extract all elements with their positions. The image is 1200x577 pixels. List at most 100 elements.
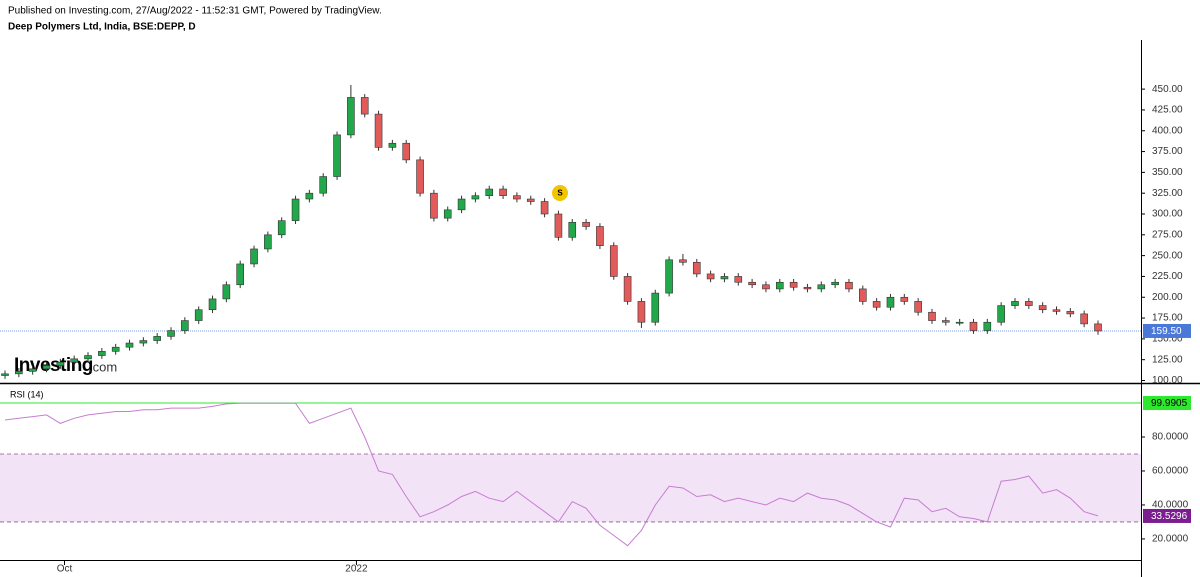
candle-body: [609, 245, 618, 277]
candle-body: [1011, 301, 1019, 306]
candle-body: [443, 209, 452, 219]
candle-body: [886, 296, 895, 308]
candle-body: [596, 226, 604, 246]
y-tick-label: 375.00: [1152, 146, 1183, 157]
candle-body: [928, 311, 936, 321]
candle-body: [692, 261, 701, 275]
candle-body: [194, 309, 203, 321]
candle-body: [637, 301, 646, 323]
candle-body: [845, 281, 853, 290]
candle-body: [748, 281, 756, 286]
y-tick-label: 275.00: [1152, 229, 1183, 240]
y-tick-label: 225.00: [1152, 271, 1183, 282]
candle-body: [402, 142, 411, 161]
candle-body: [374, 113, 383, 148]
candle-body: [540, 201, 549, 215]
y-tick-label: 425.00: [1152, 105, 1183, 116]
rsi-line: [4, 402, 1099, 547]
candle-body: [125, 342, 134, 348]
y-tick-label: 400.00: [1152, 125, 1183, 136]
y-tick-label: 325.00: [1152, 188, 1183, 199]
candle-body: [803, 286, 812, 290]
chart-title: Deep Polymers Ltd, India, BSE:DEPP, D: [8, 22, 196, 33]
candle-body: [333, 134, 341, 177]
candle-body: [720, 276, 729, 280]
last-price-label-box: [1143, 323, 1191, 338]
candle-body: [1080, 313, 1088, 325]
rsi-band: [0, 453, 1141, 522]
candle-body: [1094, 323, 1102, 332]
candle-body: [900, 296, 909, 302]
y-tick-label: 300.00: [1152, 209, 1183, 220]
candle-body: [679, 259, 687, 263]
candle-body: [734, 276, 743, 283]
reference-label: 99.9905: [1151, 398, 1188, 409]
y-tick-label: 125.00: [1152, 354, 1183, 365]
candle-body: [111, 346, 120, 352]
candle-body: [651, 292, 660, 323]
y-tick-label: 100.00: [1152, 375, 1183, 386]
rsi-title: RSI (14): [10, 389, 44, 399]
candle-body: [277, 220, 286, 236]
x-tick-label: Oct: [57, 564, 73, 575]
candle-body: [430, 192, 438, 219]
rsi-last-label: 33.5296: [1151, 511, 1188, 522]
candle-body: [1066, 311, 1075, 315]
candle-body: [706, 273, 715, 280]
candle-body: [789, 281, 798, 288]
candle-body: [471, 195, 480, 200]
candle-body: [665, 259, 673, 294]
candle-body: [1, 373, 9, 376]
candle-body: [955, 321, 964, 324]
candle-body: [319, 176, 328, 194]
candle-body: [1025, 301, 1033, 306]
candle-body: [568, 222, 577, 238]
candle-body: [831, 281, 839, 286]
candle-body: [28, 368, 37, 372]
logo-suffix: .com: [89, 359, 117, 374]
candle-body: [499, 188, 507, 196]
y-tick-label: 150.00: [1152, 334, 1183, 345]
candle-body: [250, 248, 258, 265]
candle-body: [222, 284, 231, 300]
candle-body: [457, 198, 466, 211]
candle-body: [360, 97, 369, 115]
y-tick-label: 80.0000: [1152, 432, 1189, 443]
candle-body: [15, 371, 23, 375]
annotation-text: S: [557, 189, 563, 198]
candle-body: [762, 284, 770, 290]
candle-body: [84, 355, 92, 360]
candle-body: [526, 198, 535, 202]
candle-body: [485, 188, 494, 196]
y-tick-label: 20.0000: [1152, 534, 1189, 545]
candle-body: [983, 321, 992, 331]
last-price-label: 159.50: [1151, 326, 1182, 337]
reference-label-box: [1143, 396, 1191, 411]
candle-body: [56, 361, 65, 366]
y-tick-label: 60.0000: [1152, 466, 1189, 477]
candle-body: [872, 301, 881, 308]
logo: Investing: [14, 355, 93, 376]
y-tick-label: 450.00: [1152, 84, 1183, 95]
y-tick-label: 350.00: [1152, 167, 1183, 178]
candle-body: [582, 222, 590, 227]
candle-body: [139, 340, 148, 344]
candle-body: [554, 213, 563, 238]
candle-body: [942, 320, 950, 323]
candle-body: [305, 192, 314, 200]
candle-body: [388, 142, 397, 148]
candle-body: [208, 298, 217, 311]
candle-body: [914, 301, 922, 313]
candle-body: [858, 288, 867, 302]
candle-body: [291, 198, 300, 221]
candle-body: [236, 263, 245, 286]
candle-body: [416, 159, 424, 194]
candle-body: [969, 321, 978, 331]
candle-body: [997, 305, 1005, 323]
header: Published on Investing.com, 27/Aug/2022 …: [8, 6, 382, 17]
candle-body: [623, 276, 632, 302]
candle-body: [42, 365, 51, 370]
candle-body: [70, 358, 78, 363]
